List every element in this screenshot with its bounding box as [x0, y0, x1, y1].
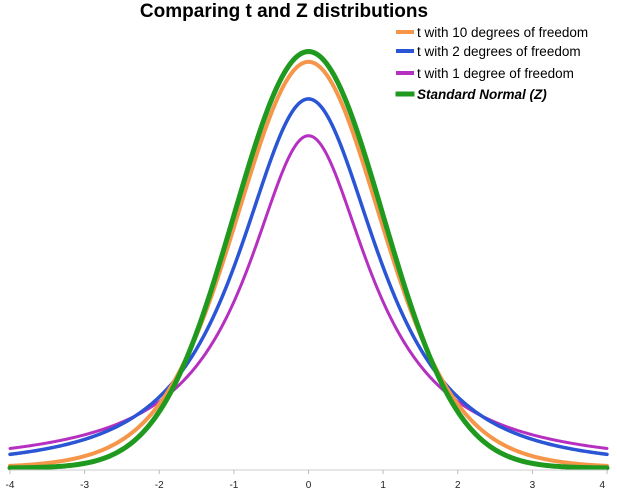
x-tick-label: 2 — [455, 480, 461, 491]
x-axis: -4 -3 -2 -1 0 1 2 3 4 — [6, 469, 608, 491]
x-tick-label: -2 — [155, 480, 164, 491]
plot-lines — [7, 49, 610, 471]
x-tick-label: -3 — [80, 480, 89, 491]
x-tick-label: 1 — [380, 480, 386, 491]
legend-label: t with 1 degree of freedom — [417, 66, 574, 81]
legend-label: t with 2 degrees of freedom — [417, 44, 581, 59]
legend-item[interactable]: t with 2 degrees of freedom — [396, 44, 581, 59]
x-tick-label: 3 — [530, 480, 536, 491]
chart-title: Comparing t and Z distributions — [140, 1, 428, 22]
legend-item[interactable]: Standard Normal (Z) — [395, 87, 547, 102]
legend-label: Standard Normal (Z) — [417, 87, 547, 102]
legend-item[interactable]: t with 1 degree of freedom — [396, 66, 574, 81]
series-line-0 — [8, 59, 609, 468]
legend-item[interactable]: t with 10 degrees of freedom — [396, 25, 588, 40]
x-tick-label: -4 — [6, 480, 15, 491]
x-tick-label: 0 — [306, 480, 312, 491]
legend[interactable]: t with 10 degrees of freedom t with 2 de… — [395, 25, 588, 102]
x-tick-label: -1 — [229, 480, 238, 491]
series-line-1 — [8, 97, 609, 457]
series-line-3 — [7, 49, 610, 471]
x-tick-label: 4 — [599, 480, 605, 491]
series-line-2 — [8, 134, 609, 450]
legend-label: t with 10 degrees of freedom — [417, 25, 588, 40]
